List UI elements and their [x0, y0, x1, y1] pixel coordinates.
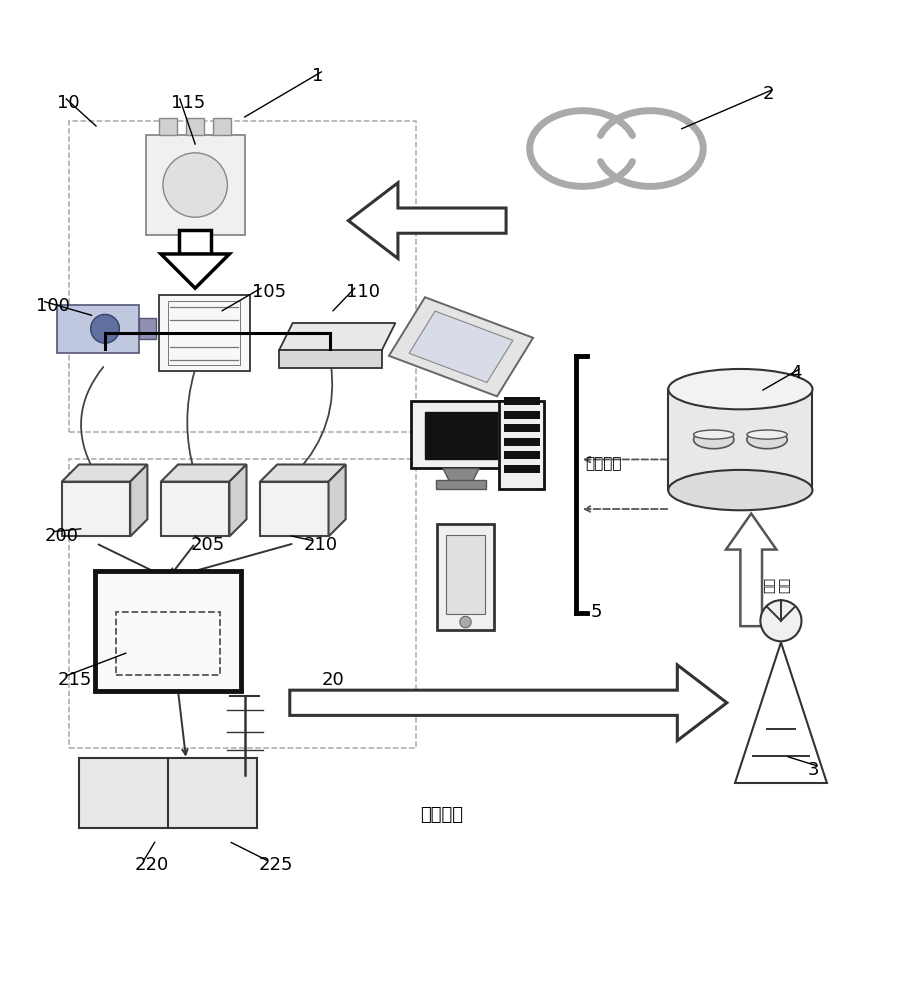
Text: 3: 3	[807, 761, 819, 779]
Circle shape	[460, 616, 470, 628]
Bar	[437, 524, 493, 630]
Bar	[445, 535, 485, 614]
Polygon shape	[179, 230, 211, 254]
Polygon shape	[161, 254, 229, 288]
Polygon shape	[279, 323, 395, 350]
Polygon shape	[229, 464, 247, 536]
Bar	[503, 465, 539, 473]
Polygon shape	[130, 464, 147, 536]
Text: 5: 5	[591, 603, 601, 621]
Text: 20: 20	[321, 671, 344, 689]
Bar	[69, 459, 415, 748]
Bar	[145, 135, 245, 235]
Text: 2: 2	[762, 85, 774, 103]
Polygon shape	[139, 318, 156, 339]
Text: 100: 100	[35, 297, 70, 315]
Bar	[186, 118, 204, 135]
Text: 110: 110	[345, 283, 379, 301]
Polygon shape	[348, 183, 506, 258]
Bar	[79, 758, 257, 828]
Polygon shape	[725, 514, 776, 626]
Ellipse shape	[693, 430, 733, 439]
Polygon shape	[328, 464, 345, 536]
Bar	[503, 438, 539, 446]
Polygon shape	[290, 665, 726, 741]
Polygon shape	[260, 464, 345, 482]
Bar	[503, 397, 539, 405]
Bar	[159, 295, 249, 371]
Text: 215: 215	[57, 671, 91, 689]
Text: 200: 200	[44, 527, 79, 545]
Polygon shape	[161, 464, 247, 482]
Bar	[69, 121, 415, 432]
Bar	[116, 612, 220, 675]
Polygon shape	[279, 350, 381, 368]
Bar	[503, 424, 539, 432]
Text: 10: 10	[57, 94, 79, 112]
Bar	[161, 482, 229, 536]
Bar	[95, 571, 241, 691]
Ellipse shape	[667, 470, 812, 510]
Text: 115: 115	[171, 94, 205, 112]
Bar	[424, 412, 497, 459]
Text: 105: 105	[252, 283, 285, 301]
Polygon shape	[57, 305, 139, 353]
Bar	[436, 480, 485, 489]
Ellipse shape	[693, 431, 733, 449]
Bar	[213, 118, 231, 135]
Circle shape	[759, 600, 801, 641]
Text: 205: 205	[191, 536, 225, 554]
Bar	[503, 451, 539, 459]
Text: 专用网络: 专用网络	[585, 456, 621, 471]
Polygon shape	[409, 311, 512, 382]
Bar	[503, 411, 539, 419]
Bar	[260, 482, 328, 536]
Bar	[667, 389, 812, 490]
Text: 4: 4	[789, 364, 801, 382]
Text: 220: 220	[135, 856, 169, 874]
Text: 专用
网络: 专用 网络	[760, 578, 788, 594]
Text: 无线通讯: 无线通讯	[420, 806, 463, 824]
Text: 210: 210	[303, 536, 337, 554]
Ellipse shape	[746, 431, 787, 449]
Polygon shape	[388, 297, 533, 396]
Ellipse shape	[667, 369, 812, 409]
Bar	[61, 482, 130, 536]
Bar	[159, 118, 177, 135]
Bar	[498, 401, 544, 489]
Circle shape	[90, 314, 119, 343]
Text: 1: 1	[312, 67, 323, 85]
Ellipse shape	[746, 430, 787, 439]
Polygon shape	[442, 468, 479, 482]
Text: 225: 225	[258, 856, 293, 874]
Bar	[411, 401, 510, 468]
Circle shape	[163, 153, 228, 217]
Bar	[168, 301, 240, 365]
Polygon shape	[61, 464, 147, 482]
